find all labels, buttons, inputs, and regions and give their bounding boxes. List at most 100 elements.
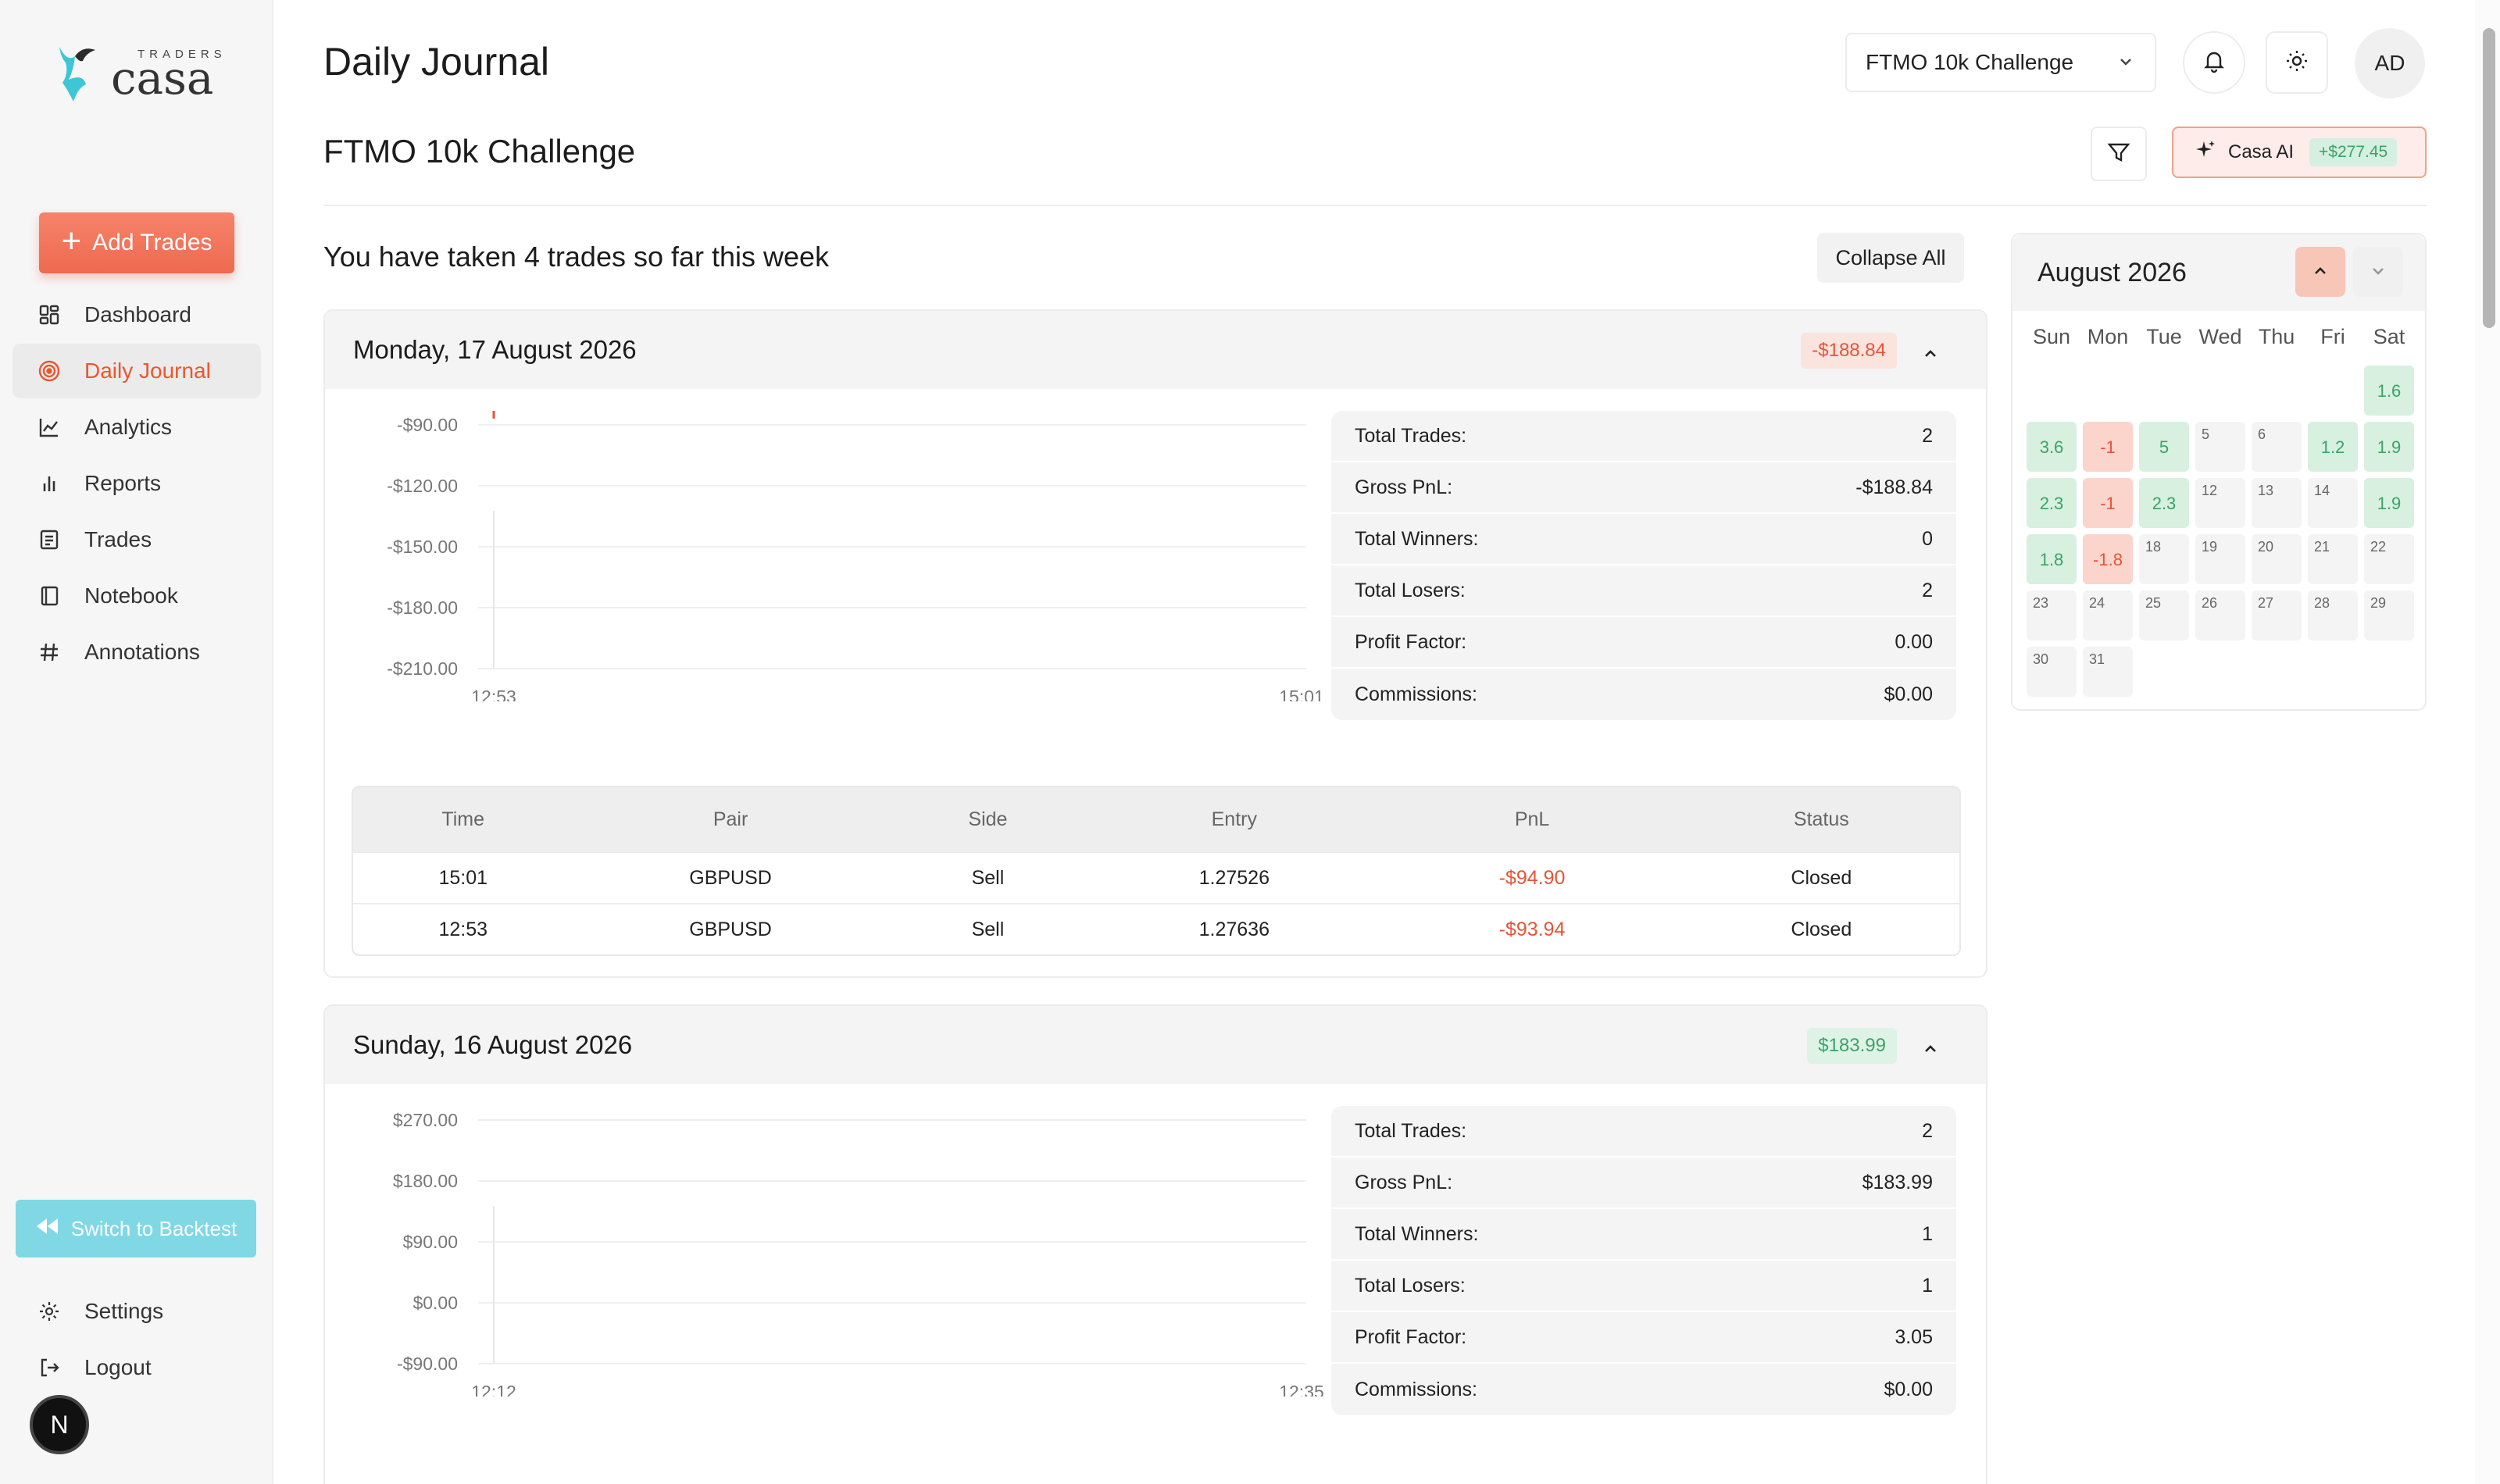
calendar-day-cell[interactable]: 2.3 <box>2027 478 2077 528</box>
day-card-header[interactable]: Monday, 17 August 2026 -$188.84 <box>325 311 1986 389</box>
calendar-prev-button[interactable] <box>2295 247 2345 297</box>
sidebar-item-settings[interactable]: Settings <box>12 1284 261 1339</box>
cell-time: 12:53 <box>438 918 488 940</box>
calendar-day-cell[interactable]: 31 <box>2083 647 2133 697</box>
calendar-day-cell[interactable]: 27 <box>2252 590 2302 640</box>
casa-ai-label: Casa AI <box>2228 141 2295 162</box>
cell-entry: 1.27526 <box>1198 866 1270 889</box>
calendar-day-pnl: 1.8 <box>2039 550 2064 569</box>
cell-pnl: -$93.94 <box>1498 918 1566 940</box>
sidebar-bottom-nav: Settings Logout <box>12 1284 261 1397</box>
calendar-day-cell[interactable]: 28 <box>2308 590 2358 640</box>
calendar-day-cell[interactable]: 2.3 <box>2139 478 2189 528</box>
calendar-day-cell[interactable]: 13 <box>2252 478 2302 528</box>
sidebar-item-trades[interactable]: Trades <box>12 512 261 567</box>
stat-value: $0.00 <box>1884 1378 1933 1400</box>
list-icon <box>38 528 61 551</box>
calendar-next-button[interactable] <box>2353 247 2403 297</box>
calendar-day-cell[interactable]: 23 <box>2027 590 2077 640</box>
calendar-day-cell[interactable]: 24 <box>2083 590 2133 640</box>
calendar-day-number: 30 <box>2033 651 2049 667</box>
sidebar-item-analytics[interactable]: Analytics <box>12 400 261 455</box>
chevron-up-icon[interactable] <box>1920 341 1941 370</box>
cell-pair: GBPUSD <box>689 918 772 940</box>
calendar-day-cell[interactable]: -1 <box>2083 478 2133 528</box>
theme-toggle-button[interactable] <box>2266 31 2328 94</box>
sidebar-item-notebook[interactable]: Notebook <box>12 569 261 623</box>
calendar-day-cell[interactable]: 25 <box>2139 590 2189 640</box>
calendar-day-cell[interactable]: 6 <box>2252 422 2302 472</box>
chevron-up-icon <box>2311 257 2330 287</box>
table-header-pair[interactable]: Pair <box>712 808 748 830</box>
sidebar-item-label: Notebook <box>84 583 178 608</box>
calendar-day-cell[interactable]: 19 <box>2195 534 2245 584</box>
table-header-side[interactable]: Side <box>968 808 1008 830</box>
sidebar-item-annotations[interactable]: Annotations <box>12 625 261 680</box>
calendar-day-pnl: -1 <box>2100 437 2116 457</box>
table-row[interactable]: 12:53 GBPUSD Sell 1.27636 -$93.94 Closed <box>353 903 1959 954</box>
sidebar-item-dashboard[interactable]: Dashboard <box>12 287 261 342</box>
stat-value: $183.99 <box>1862 1171 1933 1193</box>
calendar-day-cell[interactable]: 5 <box>2195 422 2245 472</box>
calendar-day-cell[interactable]: 1.6 <box>2364 366 2414 416</box>
calendar-day-cell[interactable]: 5 <box>2139 422 2189 472</box>
day-card-header[interactable]: Sunday, 16 August 2026 $183.99 <box>325 1006 1986 1084</box>
scrollbar[interactable] <box>2475 0 2500 1484</box>
calendar-day-cell[interactable]: 1.9 <box>2364 422 2414 472</box>
calendar-day-pnl: 2.3 <box>2039 494 2064 513</box>
table-header-time[interactable]: Time <box>441 808 485 830</box>
table-header-pnl[interactable]: PnL <box>1514 808 1550 830</box>
stat-label: Profit Factor: <box>1355 630 1467 653</box>
calendar-day-cell[interactable]: 29 <box>2364 590 2414 640</box>
calendar-day-number: 20 <box>2258 539 2274 555</box>
calendar-day-number: 12 <box>2202 483 2218 498</box>
chevron-down-icon <box>2369 257 2388 287</box>
calendar-day-cell[interactable]: 21 <box>2308 534 2358 584</box>
traders-casa-logo[interactable]: TRADERS casa <box>52 39 227 109</box>
notifications-button[interactable] <box>2183 31 2245 94</box>
calendar-day-cell[interactable]: 1.8 <box>2027 534 2077 584</box>
chart-y-tick-label: -$120.00 <box>387 476 458 496</box>
calendar-day-cell[interactable]: 12 <box>2195 478 2245 528</box>
calendar-day-cell[interactable]: 14 <box>2308 478 2358 528</box>
calendar-day-cell[interactable]: 1.9 <box>2364 478 2414 528</box>
table-header-entry[interactable]: Entry <box>1211 808 1257 830</box>
sidebar-item-logout[interactable]: Logout <box>12 1340 261 1395</box>
avatar[interactable]: AD <box>2355 28 2425 98</box>
calendar-day-pnl: -1 <box>2100 494 2116 513</box>
calendar-day-pnl: 2.3 <box>2152 494 2177 513</box>
casa-ai-button[interactable]: Casa AI +$277.45 <box>2172 127 2427 178</box>
page-title: Daily Journal <box>323 40 550 84</box>
week-summary: You have taken 4 trades so far this week <box>323 241 830 273</box>
day-pnl-chart: -$90.00 -$120.00 -$150.00 -$180.00 -$210.00 1… <box>387 411 1324 701</box>
calendar-day-cell[interactable]: 26 <box>2195 590 2245 640</box>
stat-value: $0.00 <box>1884 683 1933 705</box>
switch-to-backtest-button[interactable]: Switch to Backtest <box>16 1200 256 1257</box>
calendar-day-cell[interactable]: -1.8 <box>2083 534 2133 584</box>
calendar-day-number: 29 <box>2370 595 2387 611</box>
bar-chart-icon <box>38 472 61 495</box>
collapse-all-button[interactable]: Collapse All <box>1817 233 1964 283</box>
calendar-day-cell[interactable]: 1.2 <box>2308 422 2358 472</box>
calendar-header: August 2026 <box>2012 234 2425 311</box>
table-row[interactable]: 15:01 GBPUSD Sell 1.27526 -$94.90 Closed <box>353 851 1959 903</box>
rewind-icon <box>35 1217 60 1241</box>
sidebar-item-reports[interactable]: Reports <box>12 456 261 511</box>
calendar-day-cell[interactable]: 30 <box>2027 647 2077 697</box>
account-select[interactable]: FTMO 10k Challenge <box>1845 33 2156 92</box>
calendar-day-cell[interactable]: 3.6 <box>2027 422 2077 472</box>
sidebar-item-daily-journal[interactable]: Daily Journal <box>12 344 261 398</box>
add-trades-button[interactable]: + Add Trades <box>39 212 234 273</box>
day-trades-table: Time Pair Side Entry PnL Status 15:01 GB… <box>352 786 1961 956</box>
calendar-day-pnl: 1.6 <box>2377 381 2402 401</box>
sidebar-item-label: Dashboard <box>84 302 191 326</box>
chevron-up-icon[interactable] <box>1920 1036 1941 1065</box>
calendar-day-cell[interactable]: -1 <box>2083 422 2133 472</box>
table-header-status[interactable]: Status <box>1793 808 1849 830</box>
scrollbar-thumb[interactable] <box>2483 28 2495 328</box>
filter-button[interactable] <box>2091 127 2147 181</box>
user-badge[interactable]: N <box>30 1395 89 1454</box>
calendar-day-cell[interactable]: 18 <box>2139 534 2189 584</box>
calendar-day-cell[interactable]: 22 <box>2364 534 2414 584</box>
calendar-day-cell[interactable]: 20 <box>2252 534 2302 584</box>
